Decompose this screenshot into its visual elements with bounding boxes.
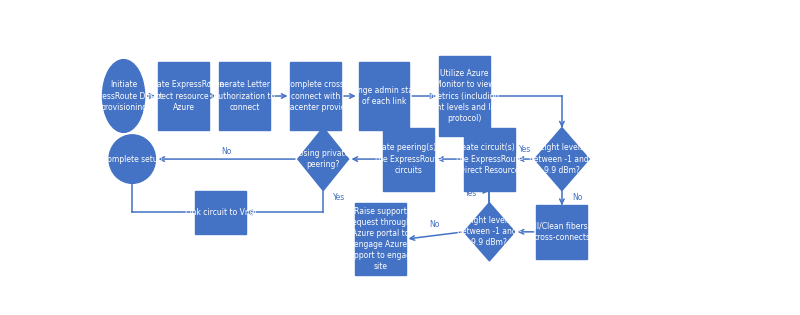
Ellipse shape bbox=[102, 60, 145, 132]
Text: No: No bbox=[430, 220, 440, 229]
Text: Complete setup: Complete setup bbox=[102, 155, 162, 163]
Text: Using private
peering?: Using private peering? bbox=[298, 149, 349, 169]
FancyBboxPatch shape bbox=[195, 191, 246, 234]
Text: No: No bbox=[572, 193, 582, 202]
Text: Change admin status
of each link: Change admin status of each link bbox=[343, 86, 425, 106]
Text: Generate Letter of
Authorization to
connect: Generate Letter of Authorization to conn… bbox=[209, 80, 280, 112]
Text: Create ExpressRoute
Direct resource in
Azure: Create ExpressRoute Direct resource in A… bbox=[144, 80, 224, 112]
FancyBboxPatch shape bbox=[290, 62, 341, 130]
Text: Light levels
between -1 and -
9.9 dBm?: Light levels between -1 and - 9.9 dBm? bbox=[530, 143, 594, 175]
Polygon shape bbox=[464, 203, 514, 261]
Text: Create peering(s) on
the ExpressRoute
circuits: Create peering(s) on the ExpressRoute ci… bbox=[369, 143, 448, 175]
Text: Complete cross-
connect with
datacenter provider: Complete cross- connect with datacenter … bbox=[278, 80, 354, 112]
Text: Yes: Yes bbox=[333, 193, 345, 202]
Text: Raise support
request through
Azure portal to
engage Azure
support to engage
sit: Raise support request through Azure port… bbox=[345, 207, 416, 271]
FancyBboxPatch shape bbox=[464, 128, 514, 191]
Text: Yes: Yes bbox=[465, 189, 477, 198]
Text: Initiate
ExpressRoute Direct
provisioning: Initiate ExpressRoute Direct provisionin… bbox=[85, 80, 162, 112]
Text: Link circuit to Vnet: Link circuit to Vnet bbox=[185, 208, 257, 217]
FancyBboxPatch shape bbox=[383, 128, 434, 191]
FancyBboxPatch shape bbox=[355, 203, 406, 276]
FancyBboxPatch shape bbox=[537, 205, 587, 259]
Text: Light levels
between -1 and -
9.9 dBm?: Light levels between -1 and - 9.9 dBm? bbox=[457, 216, 522, 248]
FancyBboxPatch shape bbox=[219, 62, 270, 130]
FancyBboxPatch shape bbox=[358, 62, 410, 130]
Text: Create circuit(s) on
the ExpressRoute
Direct Resource: Create circuit(s) on the ExpressRoute Di… bbox=[453, 143, 526, 175]
Text: No: No bbox=[222, 147, 232, 156]
Ellipse shape bbox=[109, 135, 155, 183]
FancyBboxPatch shape bbox=[158, 62, 209, 130]
Text: Roll/Clean fibers on
cross-connects: Roll/Clean fibers on cross-connects bbox=[525, 222, 599, 242]
Polygon shape bbox=[298, 128, 349, 191]
Text: Utilize Azure
Monitor to view
metrics (including
light levels and line
protocol): Utilize Azure Monitor to view metrics (i… bbox=[427, 69, 502, 123]
Text: Yes: Yes bbox=[518, 145, 531, 154]
Polygon shape bbox=[534, 128, 589, 191]
FancyBboxPatch shape bbox=[439, 56, 490, 136]
